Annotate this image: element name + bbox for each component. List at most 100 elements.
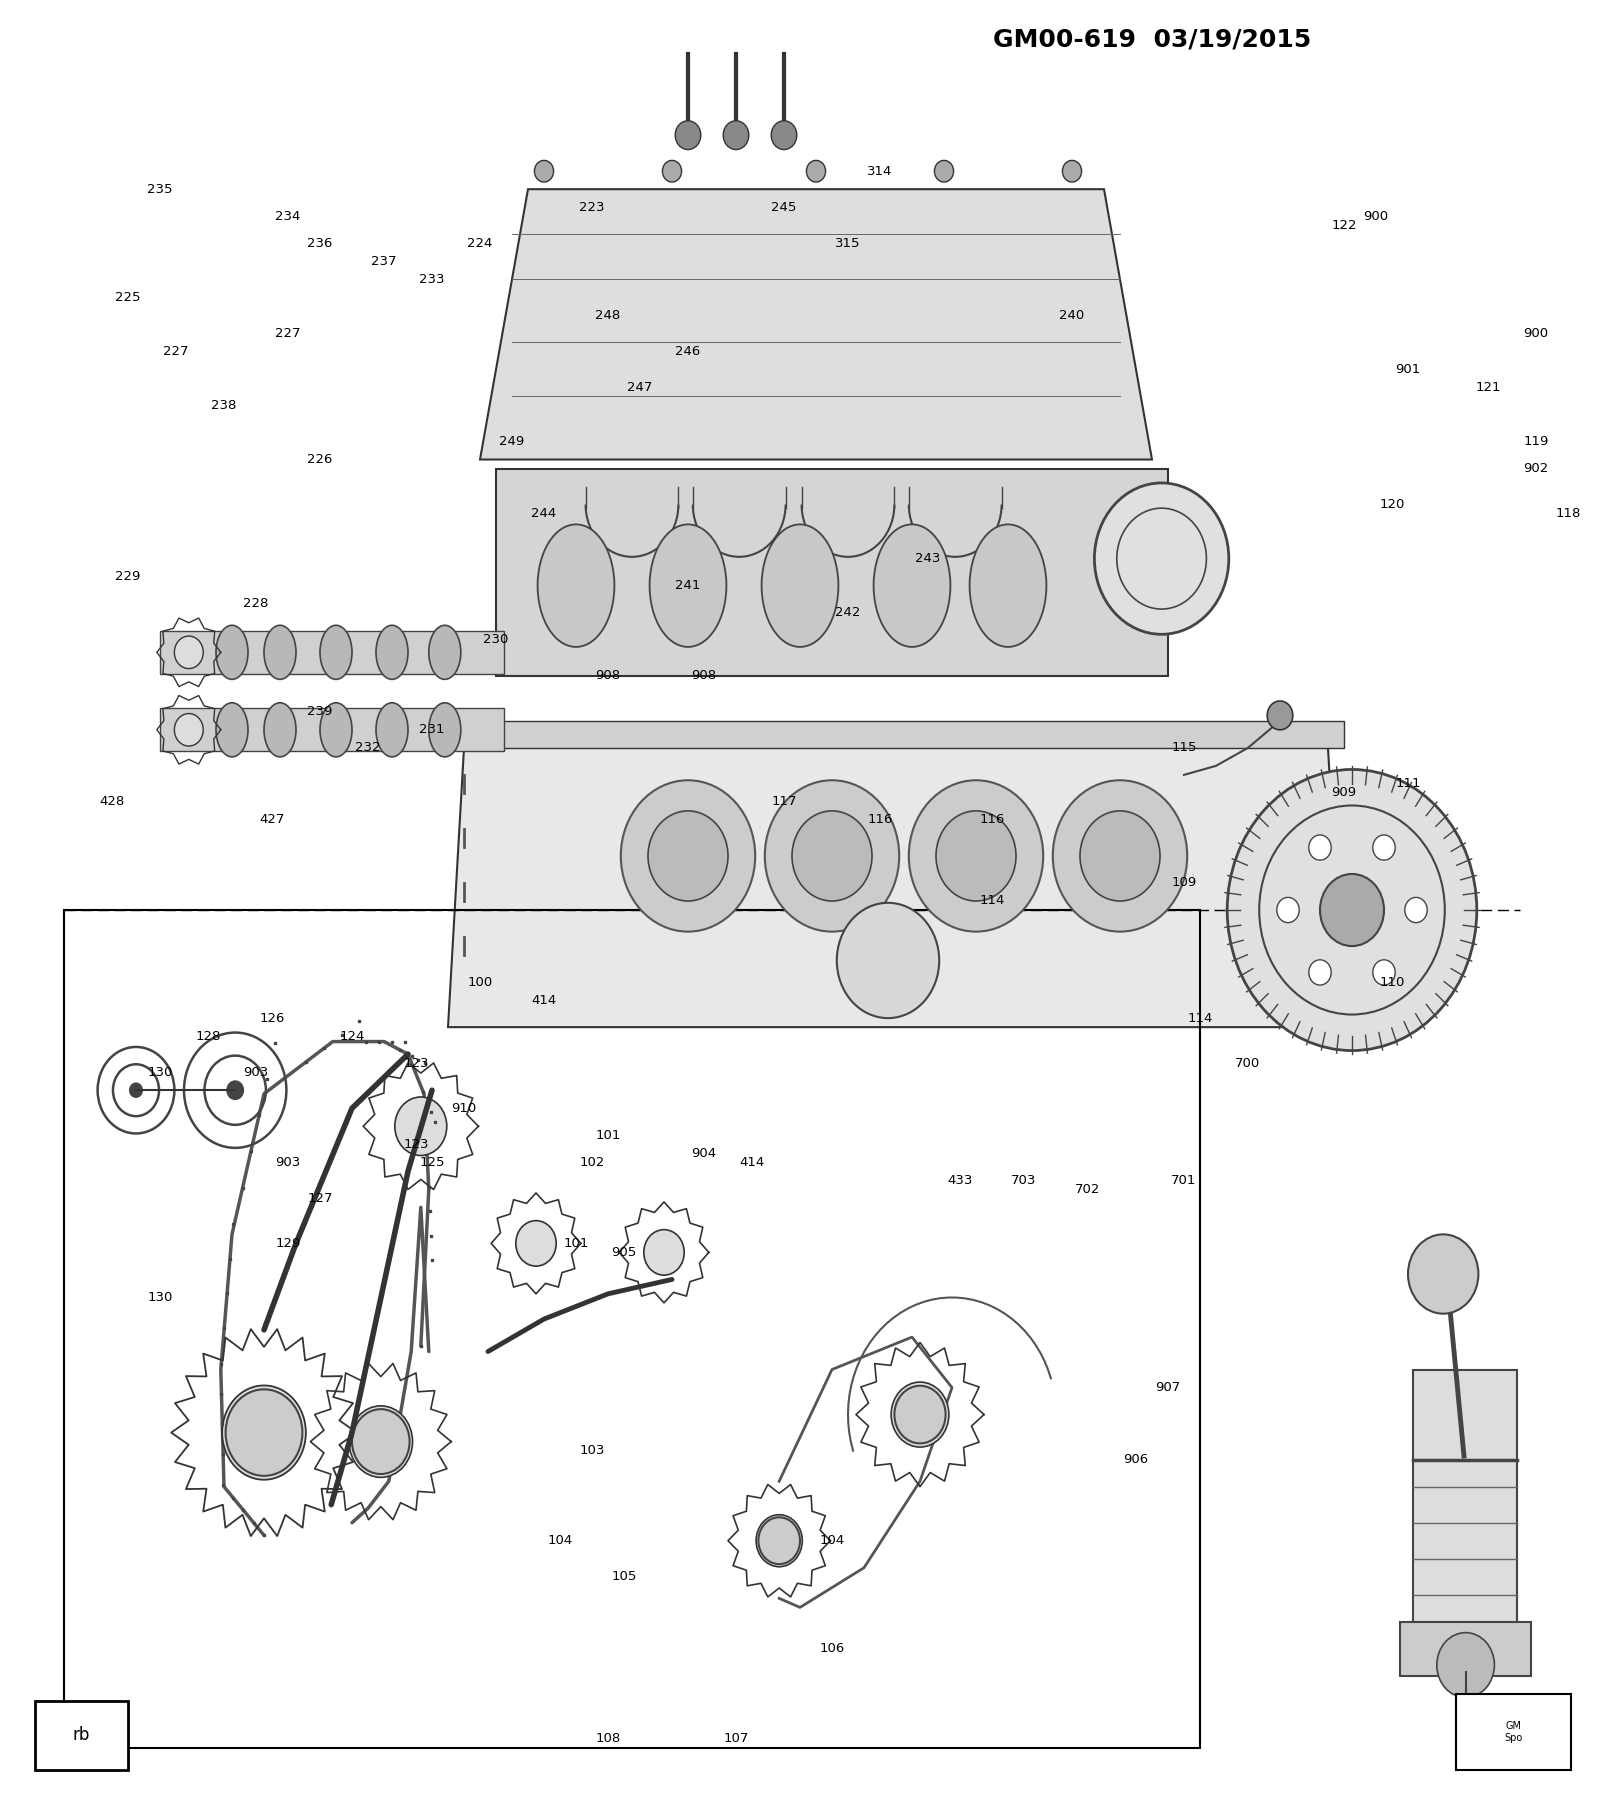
Text: 700: 700 bbox=[1235, 1056, 1261, 1070]
Circle shape bbox=[934, 160, 954, 182]
Text: 234: 234 bbox=[275, 209, 301, 223]
Text: 237: 237 bbox=[371, 254, 397, 268]
Text: 231: 231 bbox=[419, 723, 445, 737]
Circle shape bbox=[1437, 1633, 1494, 1697]
Text: 115: 115 bbox=[1171, 741, 1197, 755]
Text: 108: 108 bbox=[595, 1732, 621, 1746]
Text: 109: 109 bbox=[1171, 876, 1197, 890]
Text: 110: 110 bbox=[1379, 975, 1405, 989]
Text: 903: 903 bbox=[275, 1155, 301, 1169]
Circle shape bbox=[621, 780, 755, 932]
Circle shape bbox=[395, 1097, 446, 1155]
Circle shape bbox=[765, 780, 899, 932]
Text: 124: 124 bbox=[339, 1029, 365, 1043]
Ellipse shape bbox=[320, 703, 352, 757]
Text: 130: 130 bbox=[147, 1290, 173, 1305]
Circle shape bbox=[1080, 811, 1160, 901]
Ellipse shape bbox=[650, 524, 726, 647]
Circle shape bbox=[1277, 897, 1299, 923]
Text: 414: 414 bbox=[531, 993, 557, 1007]
Text: 910: 910 bbox=[451, 1101, 477, 1115]
Text: 703: 703 bbox=[1011, 1173, 1037, 1188]
Ellipse shape bbox=[376, 703, 408, 757]
Bar bbox=[1413, 1370, 1517, 1631]
Circle shape bbox=[1373, 960, 1395, 986]
Text: 248: 248 bbox=[595, 308, 621, 323]
Circle shape bbox=[757, 1515, 802, 1566]
Circle shape bbox=[837, 903, 939, 1018]
Text: 900: 900 bbox=[1523, 326, 1549, 341]
Text: 117: 117 bbox=[771, 795, 797, 809]
Circle shape bbox=[1094, 483, 1229, 634]
Text: 126: 126 bbox=[259, 1011, 285, 1025]
Text: 118: 118 bbox=[1555, 506, 1581, 521]
Bar bbox=[64, 910, 1200, 1748]
Circle shape bbox=[222, 1386, 306, 1479]
Text: 903: 903 bbox=[243, 1065, 269, 1079]
Text: 240: 240 bbox=[1059, 308, 1085, 323]
Text: 101: 101 bbox=[595, 1128, 621, 1142]
Text: 100: 100 bbox=[467, 975, 493, 989]
Text: 105: 105 bbox=[611, 1570, 637, 1584]
FancyBboxPatch shape bbox=[1456, 1694, 1571, 1770]
Ellipse shape bbox=[762, 524, 838, 647]
Text: 247: 247 bbox=[627, 380, 653, 395]
Text: 130: 130 bbox=[147, 1065, 173, 1079]
Circle shape bbox=[936, 811, 1016, 901]
Text: 906: 906 bbox=[1123, 1452, 1149, 1467]
Text: 114: 114 bbox=[979, 894, 1005, 908]
Circle shape bbox=[648, 811, 728, 901]
Text: 107: 107 bbox=[723, 1732, 749, 1746]
Text: 427: 427 bbox=[259, 813, 285, 827]
Text: 904: 904 bbox=[691, 1146, 717, 1160]
Circle shape bbox=[1373, 834, 1395, 860]
Text: 238: 238 bbox=[211, 398, 237, 413]
Text: 242: 242 bbox=[835, 605, 861, 620]
Text: 116: 116 bbox=[979, 813, 1005, 827]
Ellipse shape bbox=[538, 524, 614, 647]
Text: 232: 232 bbox=[355, 741, 381, 755]
Circle shape bbox=[792, 811, 872, 901]
Circle shape bbox=[1309, 834, 1331, 860]
Ellipse shape bbox=[970, 524, 1046, 647]
Text: 129: 129 bbox=[275, 1236, 301, 1251]
Text: 239: 239 bbox=[307, 705, 333, 719]
Polygon shape bbox=[448, 748, 1344, 1027]
Text: 428: 428 bbox=[99, 795, 125, 809]
Ellipse shape bbox=[216, 625, 248, 679]
Polygon shape bbox=[160, 631, 504, 674]
Circle shape bbox=[1267, 701, 1293, 730]
Circle shape bbox=[227, 1081, 243, 1099]
Ellipse shape bbox=[874, 524, 950, 647]
Circle shape bbox=[349, 1406, 413, 1478]
Circle shape bbox=[771, 121, 797, 150]
Text: 102: 102 bbox=[579, 1155, 605, 1169]
Text: 908: 908 bbox=[595, 669, 621, 683]
Polygon shape bbox=[496, 469, 1168, 676]
Text: 125: 125 bbox=[419, 1155, 445, 1169]
Circle shape bbox=[1053, 780, 1187, 932]
Text: 230: 230 bbox=[483, 633, 509, 647]
Text: 123: 123 bbox=[403, 1056, 429, 1070]
FancyBboxPatch shape bbox=[35, 1701, 128, 1770]
Text: 907: 907 bbox=[1155, 1380, 1181, 1395]
Text: 701: 701 bbox=[1171, 1173, 1197, 1188]
Circle shape bbox=[1227, 769, 1477, 1051]
Text: 106: 106 bbox=[819, 1642, 845, 1656]
Text: 225: 225 bbox=[115, 290, 141, 305]
Text: 243: 243 bbox=[915, 551, 941, 566]
Circle shape bbox=[643, 1229, 685, 1276]
Circle shape bbox=[226, 1389, 302, 1476]
Ellipse shape bbox=[429, 703, 461, 757]
Text: 905: 905 bbox=[611, 1245, 637, 1260]
Text: 902: 902 bbox=[1523, 461, 1549, 476]
Text: 702: 702 bbox=[1075, 1182, 1101, 1197]
Circle shape bbox=[1408, 1234, 1478, 1314]
Text: 127: 127 bbox=[307, 1191, 333, 1206]
Text: 114: 114 bbox=[1187, 1011, 1213, 1025]
Ellipse shape bbox=[429, 625, 461, 679]
Text: rb: rb bbox=[74, 1726, 90, 1744]
Text: 229: 229 bbox=[115, 569, 141, 584]
Polygon shape bbox=[448, 721, 1344, 748]
Circle shape bbox=[174, 714, 203, 746]
